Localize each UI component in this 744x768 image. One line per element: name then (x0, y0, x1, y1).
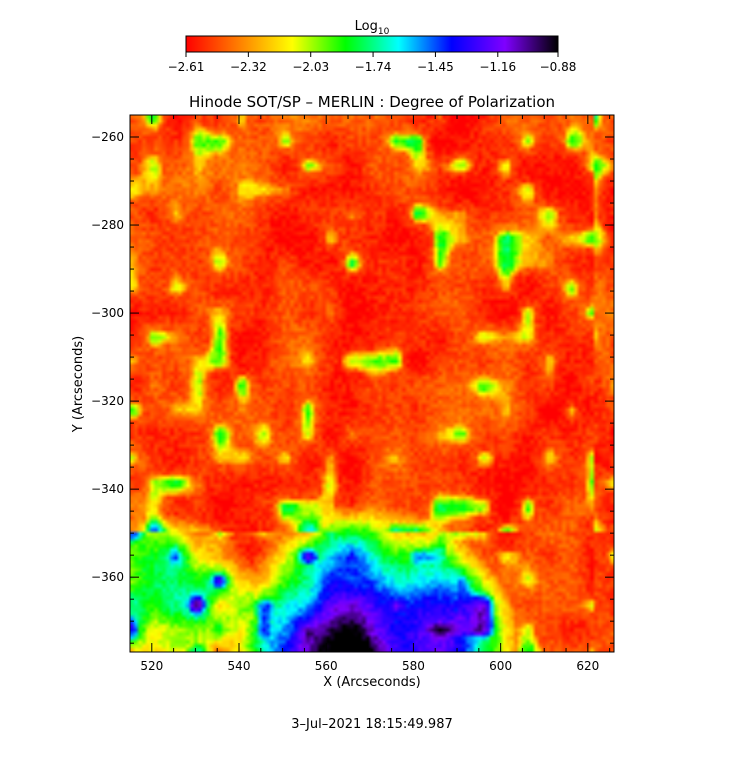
plot-area: 520 540 560 580 600 620 −260−280−300−320−340−… (91, 114, 615, 673)
y-axis-label: Y (Arcseconds) (71, 336, 86, 433)
x-tick-label: 540 (228, 659, 251, 673)
colorbar-tick-label: −2.32 (230, 60, 267, 74)
colorbar-tick-label: −1.74 (355, 60, 392, 74)
colorbar-tick-label: −1.16 (479, 60, 516, 74)
colorbar: Log10 −2.61 −2.32 −2.03 −1.74 −1.45 −1.16 −0.8… (168, 19, 577, 74)
y-tick-label: −360 (91, 570, 124, 584)
colorbar-tick-label: −2.61 (168, 60, 205, 74)
x-tick-label: 520 (140, 659, 163, 673)
colorbar-ticks: −2.61 −2.32 −2.03 −1.74 −1.45 −1.16 −0.88 (168, 52, 577, 74)
colorbar-tick-label: −2.03 (292, 60, 329, 74)
x-tick-label: 600 (489, 659, 512, 673)
chart-title: Hinode SOT/SP – MERLIN : Degree of Polar… (189, 93, 555, 111)
y-tick-label: −300 (91, 306, 124, 320)
x-tick-label: 580 (402, 659, 425, 673)
y-tick-label: −280 (91, 218, 124, 232)
plot-frame (129, 114, 615, 653)
y-tick-label: −340 (91, 482, 124, 496)
x-tick-label: 560 (315, 659, 338, 673)
heatmap-image (130, 115, 614, 652)
x-tick-label: 620 (576, 659, 599, 673)
colorbar-label: Log10 (355, 19, 390, 37)
colorbar-label-subscript: 10 (378, 27, 390, 37)
colorbar-tick-label: −1.45 (417, 60, 454, 74)
x-axis: 520 540 560 580 600 620 (129, 115, 611, 673)
colorbar-tick-label: −0.88 (540, 60, 577, 74)
y-tick-label: −260 (91, 130, 124, 144)
colorbar-bar (185, 35, 559, 53)
timestamp: 3–Jul–2021 18:15:49.987 (291, 717, 453, 732)
x-axis-label: X (Arcseconds) (323, 675, 420, 690)
y-tick-label: −320 (91, 394, 124, 408)
y-axis: −260 −280 −300 −320 −340 −360 (91, 114, 614, 644)
